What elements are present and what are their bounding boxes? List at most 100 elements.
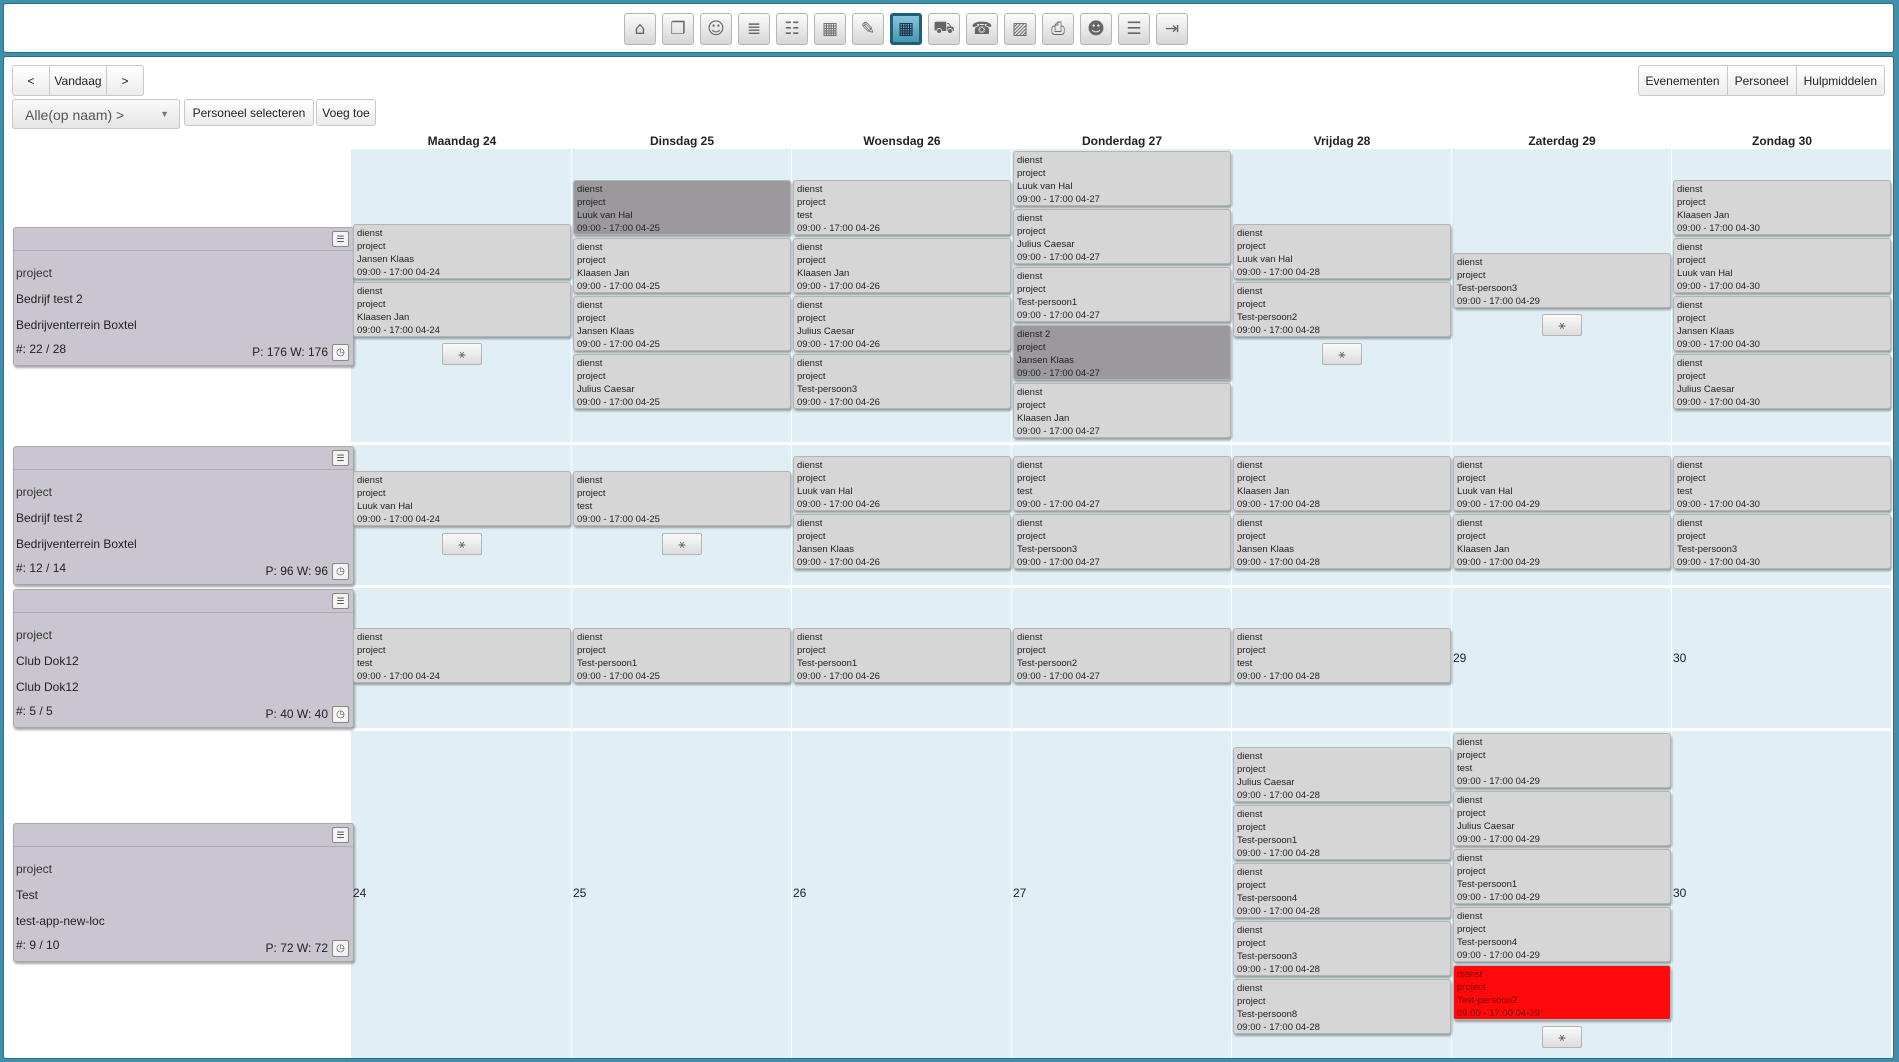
truck-icon[interactable]: ⛟: [928, 13, 960, 45]
shift-card[interactable]: dienst project test 09:00 - 17:00 04-27: [1013, 456, 1231, 511]
module-toolbar: ⌂ ❐ ☺ ≣ ☷ ▦ ✎ ▦ ⛟ ☎ ▨ ⎙ ☻ ☰ ⇥: [624, 13, 1194, 49]
shift-time: 09:00 - 17:00 04-30: [1677, 281, 1760, 292]
location-card[interactable]: ☰ project Club Dok12 Club Dok12 #: 5 / 5 P: 4…: [13, 589, 354, 728]
shift-card[interactable]: dienst project test 09:00 - 17:00 04-29: [1453, 733, 1671, 788]
shift-card[interactable]: dienst project Julius Caesar 09:00 - 17:00 …: [1233, 747, 1451, 802]
view-staff-button[interactable]: Personeel: [1728, 66, 1797, 95]
add-shift-icon[interactable]: ⚹: [1542, 314, 1582, 336]
view-events-button[interactable]: Evenementen: [1639, 66, 1728, 95]
clock-icon[interactable]: ◷: [332, 344, 349, 361]
forms-icon[interactable]: ≣: [738, 13, 770, 45]
shift-card[interactable]: dienst project Klaasen Jan 09:00 - 17:00 04…: [573, 238, 791, 293]
shift-card[interactable]: dienst project Test-persoon4 09:00 - 17:00 …: [1233, 863, 1451, 918]
menu-icon[interactable]: ☰: [332, 231, 349, 247]
week-navigation: < Vandaag >: [12, 65, 144, 96]
shift-card[interactable]: dienst project Test-persoon1 09:00 - 17:00 …: [1453, 849, 1671, 904]
shift-type: project: [1017, 342, 1046, 353]
shift-time: 09:00 - 17:00 04-25: [577, 514, 660, 525]
add-shift-icon[interactable]: ⚹: [1542, 1026, 1582, 1048]
calendar-month-icon[interactable]: ▦: [814, 13, 846, 45]
shift-card[interactable]: dienst project Test-persoon1 09:00 - 17:00 …: [793, 628, 1011, 683]
shift-card[interactable]: dienst project Jansen Klaas 09:00 - 17:00 0…: [353, 224, 571, 279]
location-card[interactable]: ☰ project Bedrijf test 2 Bedrijventerrein B…: [13, 227, 354, 366]
menu-icon[interactable]: ☰: [332, 827, 349, 843]
menu-icon[interactable]: ☰: [332, 450, 349, 466]
shift-card[interactable]: dienst project Test-persoon1 09:00 - 17:00 …: [573, 628, 791, 683]
shift-card[interactable]: dienst project test 09:00 - 17:00 04-28: [1233, 628, 1451, 683]
phone-icon[interactable]: ☎: [966, 13, 998, 45]
shift-person: Test-persoon8: [1237, 1009, 1298, 1020]
shift-card[interactable]: dienst project Test-persoon2 09:00 - 17:00 …: [1233, 282, 1451, 337]
contacts-icon[interactable]: ☺: [700, 13, 732, 45]
shift-card[interactable]: dienst project Klaasen Jan 09:00 - 17:00 04…: [1453, 514, 1671, 569]
add-shift-icon[interactable]: ⚹: [662, 533, 702, 555]
shift-card[interactable]: dienst project Julius Caesar 09:00 - 17:00 …: [1453, 791, 1671, 846]
shift-card[interactable]: dienst project Jansen Klaas 09:00 - 17:00 0…: [1673, 296, 1891, 351]
clock-icon[interactable]: ◷: [332, 940, 349, 957]
people-icon[interactable]: ☻: [1080, 13, 1112, 45]
print-icon[interactable]: ⎙: [1042, 13, 1074, 45]
shift-card[interactable]: dienst project Luuk van Hal 09:00 - 17:00 0…: [573, 180, 791, 235]
view-resources-button[interactable]: Hulpmiddelen: [1803, 73, 1877, 88]
clock-icon[interactable]: ◷: [332, 706, 349, 723]
shift-type: project: [1677, 255, 1706, 266]
shift-card[interactable]: dienst project Test-persoon1 09:00 - 17:00 …: [1233, 805, 1451, 860]
next-week-button[interactable]: >: [121, 73, 129, 88]
shift-card[interactable]: dienst project Julius Caesar 09:00 - 17:00 …: [573, 354, 791, 409]
shift-card[interactable]: dienst project Test-persoon3 09:00 - 17:00 …: [1453, 253, 1671, 308]
shift-card[interactable]: dienst project Jansen Klaas 09:00 - 17:00 0…: [1233, 514, 1451, 569]
shift-card[interactable]: dienst project Julius Caesar 09:00 - 17:00 …: [1673, 354, 1891, 409]
shift-card[interactable]: dienst project Luuk van Hal 09:00 - 17:00 0…: [1013, 151, 1231, 206]
logout-icon[interactable]: ⇥: [1156, 13, 1188, 45]
add-shift-icon[interactable]: ⚹: [1322, 343, 1362, 365]
shift-card[interactable]: dienst project Test-persoon8 09:00 - 17:00 …: [1233, 979, 1451, 1034]
shift-card[interactable]: dienst project Test-persoon3 09:00 - 17:00 …: [1013, 514, 1231, 569]
add-shift-icon[interactable]: ⚹: [442, 343, 482, 365]
calendar-edit-icon[interactable]: ✎: [852, 13, 884, 45]
shift-card[interactable]: dienst project Julius Caesar 09:00 - 17:00 …: [793, 296, 1011, 351]
today-button[interactable]: Vandaag: [50, 66, 107, 95]
location-card[interactable]: ☰ project Bedrijf test 2 Bedrijventerrein B…: [13, 446, 354, 585]
shift-card[interactable]: dienst project Test-persoon3 09:00 - 17:00 …: [793, 354, 1011, 409]
shift-person: Julius Caesar: [1457, 821, 1515, 832]
shift-card[interactable]: dienst project Klaasen Jan 09:00 - 17:00 04…: [1013, 383, 1231, 438]
shift-card[interactable]: dienst project test 09:00 - 17:00 04-30: [1673, 456, 1891, 511]
shift-person: Julius Caesar: [1677, 384, 1735, 395]
shift-card[interactable]: dienst project Test-persoon1 09:00 - 17:00 …: [1013, 267, 1231, 322]
users-icon[interactable]: ☷: [776, 13, 808, 45]
staff-filter-select[interactable]: Alle(op naam) > ▼: [12, 99, 180, 129]
add-button[interactable]: Voeg toe: [316, 99, 376, 126]
add-shift-icon[interactable]: ⚹: [442, 533, 482, 555]
shift-card[interactable]: dienst project Test-persoon3 09:00 - 17:00 …: [1233, 921, 1451, 976]
shift-card[interactable]: dienst project Klaasen Jan 09:00 - 17:00 04…: [1233, 456, 1451, 511]
shift-card[interactable]: dienst project Test-persoon2 09:00 - 17:00 …: [1453, 965, 1671, 1020]
shift-card[interactable]: dienst project Julius Caesar 09:00 - 17:00 …: [1013, 209, 1231, 264]
shift-card[interactable]: dienst project Luuk van Hal 09:00 - 17:00 0…: [1673, 238, 1891, 293]
shift-card[interactable]: dienst project test 09:00 - 17:00 04-26: [793, 180, 1011, 235]
shift-card[interactable]: dienst project Jansen Klaas 09:00 - 17:00 0…: [573, 296, 791, 351]
select-staff-button[interactable]: Personeel selecteren: [184, 99, 314, 126]
shift-card[interactable]: dienst project Test-persoon2 09:00 - 17:00 …: [1013, 628, 1231, 683]
shift-card[interactable]: dienst project Luuk van Hal 09:00 - 17:00 0…: [1453, 456, 1671, 511]
shift-card[interactable]: dienst project Test-persoon4 09:00 - 17:00 …: [1453, 907, 1671, 962]
shift-card[interactable]: dienst project test 09:00 - 17:00 04-25: [573, 471, 791, 526]
shift-card[interactable]: dienst project test 09:00 - 17:00 04-24: [353, 628, 571, 683]
home-icon[interactable]: ⌂: [624, 13, 656, 45]
menu-icon[interactable]: ☰: [332, 593, 349, 609]
documents-icon[interactable]: ❐: [662, 13, 694, 45]
settings-list-icon[interactable]: ☰: [1118, 13, 1150, 45]
shift-card[interactable]: dienst project Luuk van Hal 09:00 - 17:00 0…: [793, 456, 1011, 511]
location-card[interactable]: ☰ project Test test-app-new-loc #: 9 / 10 P: …: [13, 823, 354, 962]
shift-card[interactable]: dienst project Test-persoon3 09:00 - 17:00 …: [1673, 514, 1891, 569]
clock-icon[interactable]: ◷: [332, 563, 349, 580]
shift-card[interactable]: dienst project Klaasen Jan 09:00 - 17:00 04…: [353, 282, 571, 337]
image-icon[interactable]: ▨: [1004, 13, 1036, 45]
shift-card[interactable]: dienst project Jansen Klaas 09:00 - 17:00 0…: [793, 514, 1011, 569]
previous-week-button[interactable]: <: [13, 66, 50, 95]
shift-card[interactable]: dienst project Klaasen Jan 09:00 - 17:00 04…: [1673, 180, 1891, 235]
calendar-week-icon[interactable]: ▦: [890, 13, 922, 45]
shift-card[interactable]: dienst project Luuk van Hal 09:00 - 17:00 0…: [1233, 224, 1451, 279]
shift-card[interactable]: dienst 2 project Jansen Klaas 09:00 - 17:00…: [1013, 325, 1231, 380]
shift-card[interactable]: dienst project Luuk van Hal 09:00 - 17:00 0…: [353, 471, 571, 526]
shift-card[interactable]: dienst project Klaasen Jan 09:00 - 17:00 04…: [793, 238, 1011, 293]
